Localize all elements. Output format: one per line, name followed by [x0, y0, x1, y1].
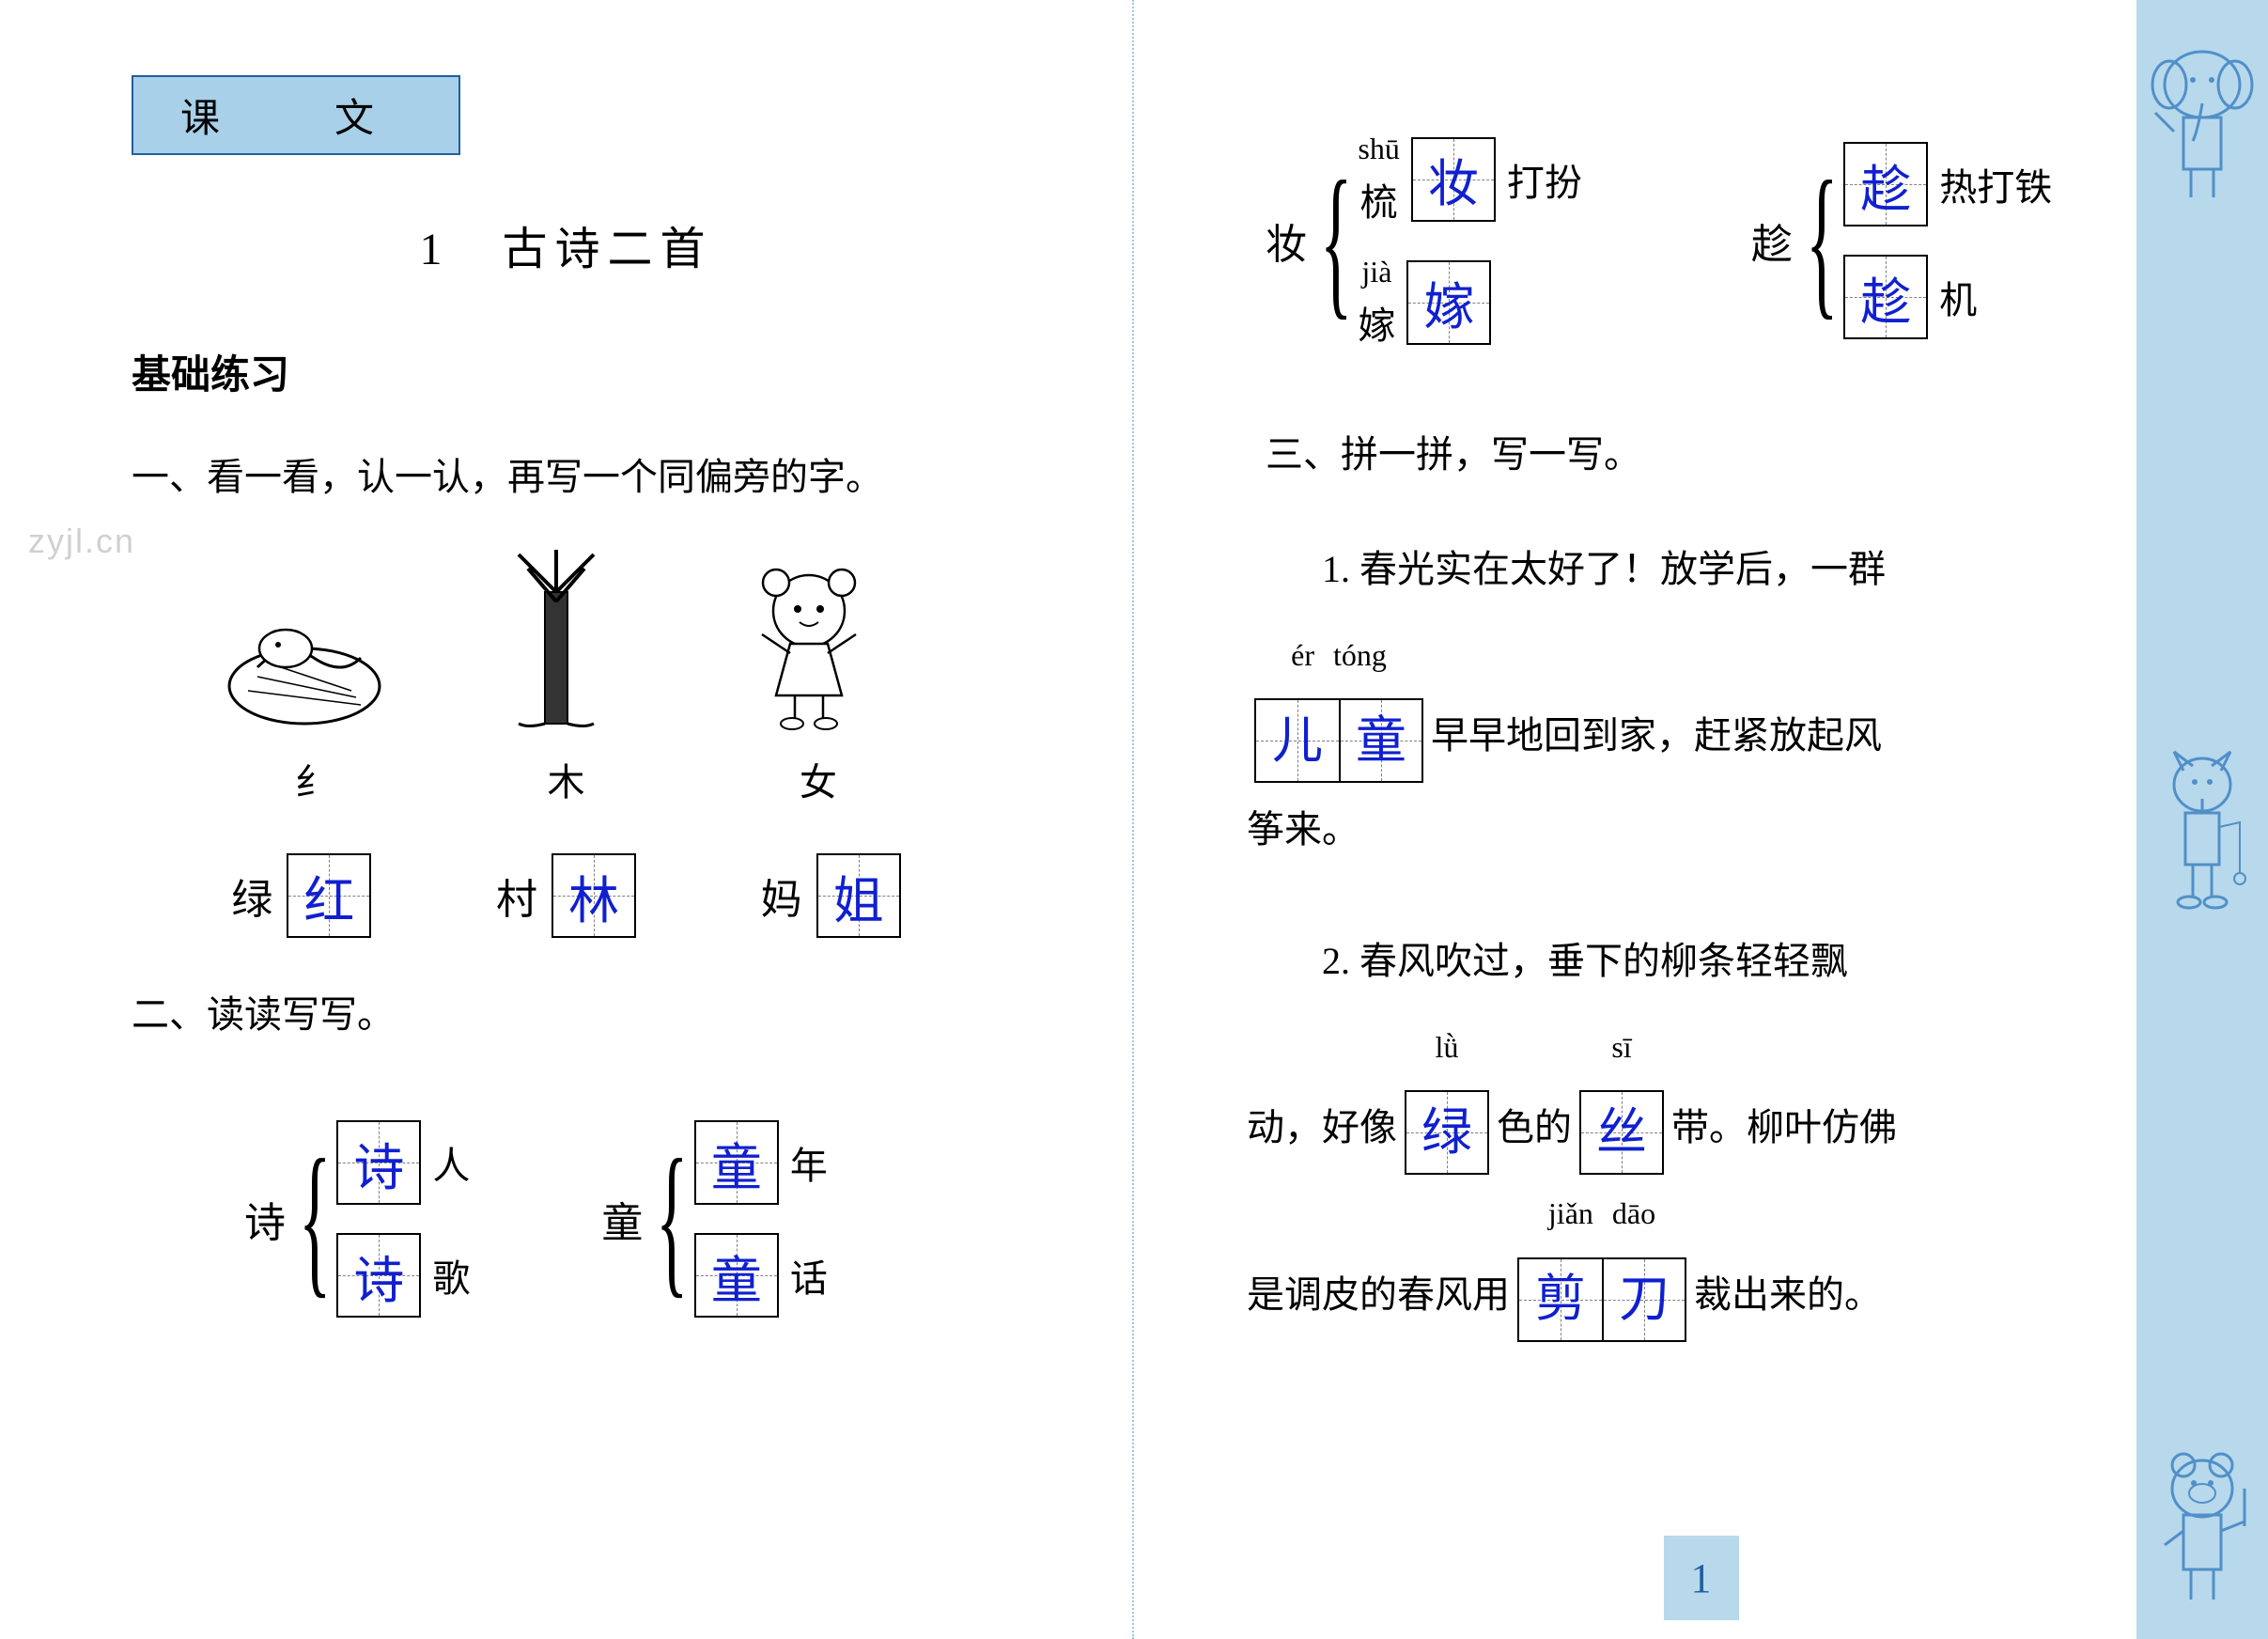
girl-icon [724, 545, 893, 733]
tian-si: sī 丝 [1579, 1008, 1664, 1175]
brace-icon: { [299, 1160, 332, 1278]
q1-pair-1: 绿 红 [231, 853, 371, 938]
q1-pair-2: 村 林 [496, 853, 636, 938]
page-right: 妆 { shū 梳 妆 打扮 jià 嫁 [1134, 0, 2268, 1639]
tian-lv: lǜ 绿 [1405, 1008, 1489, 1175]
header-box: 课 文 [132, 75, 460, 155]
cartoon-elephant-icon [2146, 38, 2259, 207]
tian-box: 姐 [816, 853, 901, 938]
radical-1: 纟 [220, 752, 408, 806]
tian-box: 童 [694, 1233, 779, 1318]
brace-icon: { [656, 1160, 689, 1278]
tian-box: 妆 [1411, 137, 1496, 222]
page-left: 课 文 1 古诗二首 基础练习 zyjl.cn 一、看一看，认一认，再写一个同偏… [0, 0, 1134, 1639]
img-girl: 女 [724, 545, 912, 806]
silkworm-icon [220, 564, 389, 733]
brace-icon: { [1320, 181, 1353, 300]
tian-jiandao: jiǎndāo 剪 刀 [1517, 1175, 1686, 1341]
img-tree: 木 [472, 545, 660, 806]
header-label: 课 文 [180, 98, 412, 141]
q2-prompt: 二、读读写写。 [132, 985, 1057, 1045]
q3-p1: 1. 春光实在太好了！放学后，一群 értóng 儿 童 早早地回到家，赶紧放起… [1247, 523, 2155, 877]
q2-group-chen: 趁 { 趁 热打铁 趁 机 [1751, 132, 2052, 350]
q1-answers: 绿 红 村 林 妈 姐 [75, 853, 1057, 938]
q2-row-left: 诗 { 诗 人 诗 歌 童 { 童 [244, 1083, 1057, 1318]
page-number: 1 [1691, 1554, 1712, 1602]
brace-icon: { [1806, 181, 1839, 300]
q2-group-zhuang: 妆 { shū 梳 妆 打扮 jià 嫁 [1266, 132, 1582, 350]
tian-box: 趁 [1843, 255, 1928, 339]
lesson-title: 1 古诗二首 [75, 211, 1057, 277]
watermark: zyjl.cn [28, 522, 135, 561]
tian-box: 诗 [336, 1233, 421, 1318]
tian-box: 诗 [336, 1120, 421, 1205]
q2-group-shi: 诗 { 诗 人 诗 歌 [244, 1120, 470, 1318]
tian-box: 童 [694, 1120, 779, 1205]
radical-2: 木 [472, 752, 660, 806]
img-silkworm: 纟 [220, 545, 408, 806]
q1-prompt: 一、看一看，认一认，再写一个同偏旁的字。 [132, 447, 1057, 507]
cartoon-wolf-icon [2146, 742, 2259, 912]
tian-box: 红 [287, 853, 371, 938]
page-number-box: 1 [1664, 1536, 1739, 1620]
q3-p2: 2. 春风吹过，垂下的柳条轻轻飘 动，好像 lǜ 绿 色的 sī 丝 带。柳叶仿… [1247, 914, 2155, 1341]
q2-group-tong: 童 { 童 年 童 话 [601, 1120, 827, 1318]
tian-box: 嫁 [1406, 260, 1491, 345]
radical-3: 女 [724, 752, 912, 806]
workbook-spread: 课 文 1 古诗二首 基础练习 zyjl.cn 一、看一看，认一认，再写一个同偏… [0, 0, 2268, 1639]
tian-ertong: értóng 儿 童 [1254, 617, 1423, 783]
q1-images: 纟 木 [75, 545, 1057, 806]
tree-icon [472, 545, 641, 733]
q2-row-right: 妆 { shū 梳 妆 打扮 jià 嫁 [1266, 94, 2193, 350]
tian-box: 趁 [1843, 142, 1928, 226]
cartoon-bear-icon [2146, 1442, 2259, 1611]
q3-prompt: 三、拼一拼，写一写。 [1266, 425, 2193, 485]
side-decoration [2136, 0, 2268, 1639]
tian-box: 林 [551, 853, 636, 938]
q1-pair-3: 妈 姐 [761, 853, 901, 938]
section-basic: 基础练习 [132, 343, 1057, 400]
